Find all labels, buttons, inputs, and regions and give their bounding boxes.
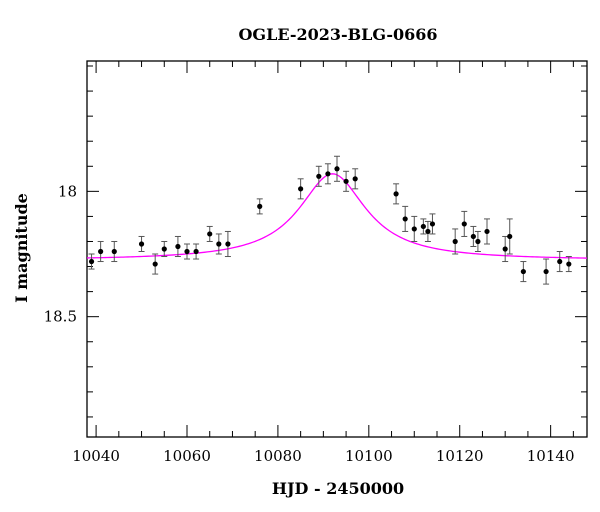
x-tick-label: 10040	[72, 447, 120, 465]
data-point	[325, 171, 331, 177]
data-point	[216, 241, 222, 247]
data-point	[393, 191, 399, 197]
data-point	[193, 248, 199, 255]
x-tick-label: 10080	[254, 447, 302, 465]
data-point	[98, 248, 104, 255]
x-tick-label: 10060	[163, 447, 211, 465]
plot-border	[86, 60, 588, 438]
y-axis-label: I magnitude	[12, 193, 31, 303]
y-axis-ticks: 18 18.5	[44, 182, 587, 326]
data-point	[429, 221, 436, 227]
data-point	[452, 238, 458, 245]
data-point	[470, 233, 476, 240]
x-tick-label: 10120	[436, 447, 484, 465]
data-point	[175, 243, 181, 250]
data-point	[334, 166, 340, 172]
data-point	[88, 258, 95, 265]
data-point	[352, 176, 358, 182]
model-curve-group	[86, 173, 588, 259]
data-point	[298, 186, 304, 192]
plot-frame	[86, 60, 588, 438]
data-point	[161, 246, 167, 252]
data-point	[557, 258, 563, 265]
data-point	[207, 231, 213, 237]
data-point	[566, 261, 572, 267]
data-points	[88, 155, 572, 285]
data-point	[520, 268, 526, 275]
x-tick-label: 10100	[345, 447, 393, 465]
data-point	[425, 228, 431, 235]
data-point	[475, 238, 481, 245]
data-point	[507, 233, 513, 240]
data-point	[543, 268, 549, 275]
data-point	[257, 203, 263, 209]
y-tick-label: 18.5	[44, 308, 77, 326]
data-point	[402, 216, 408, 222]
data-point	[461, 221, 467, 227]
chart-title: OGLE-2023-BLG-0666	[238, 25, 437, 44]
y-tick-label: 18	[58, 182, 77, 200]
data-point	[184, 248, 190, 255]
data-point	[420, 223, 426, 230]
model-curve	[86, 173, 588, 259]
x-axis-label: HJD - 2450000	[272, 479, 404, 498]
data-point	[138, 241, 145, 247]
data-point	[411, 226, 417, 232]
x-tick-label: 10140	[527, 447, 575, 465]
data-point	[343, 178, 349, 184]
data-point	[316, 173, 322, 179]
x-axis-ticks: 10040 10060 10080 10100 10120 10140	[72, 61, 574, 465]
minor-ticks	[87, 61, 587, 437]
data-point	[152, 261, 158, 267]
data-point	[111, 248, 117, 255]
data-point	[484, 228, 490, 235]
data-point	[502, 246, 508, 252]
data-point	[225, 241, 231, 247]
